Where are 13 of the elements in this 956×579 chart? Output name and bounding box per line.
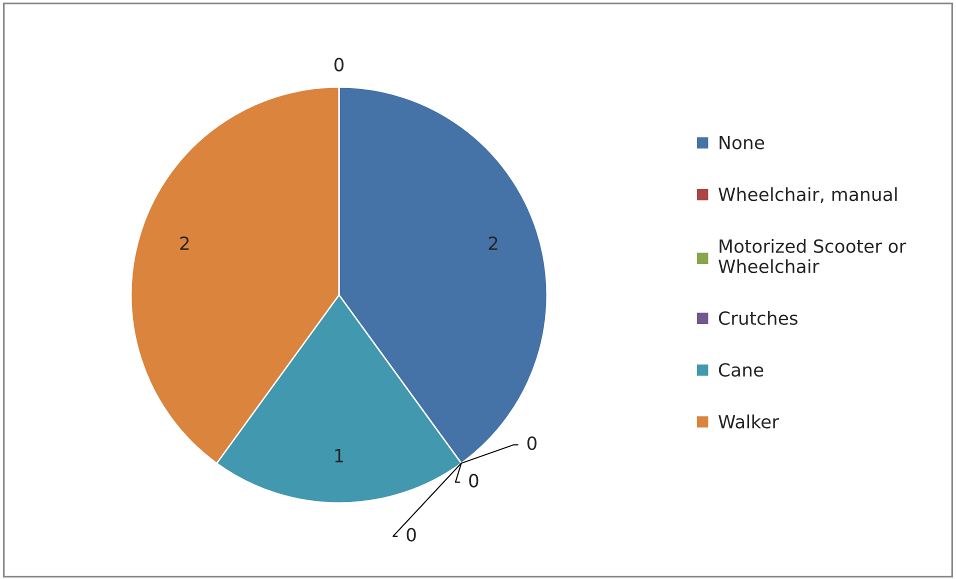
- data-label: 1: [335, 449, 344, 462]
- legend-label: Motorized Scooter or Wheelchair: [718, 238, 906, 274]
- legend-label: Walker: [718, 414, 780, 429]
- text: 0: [334, 58, 344, 72]
- text: 0: [527, 436, 536, 450]
- text: 0: [406, 528, 416, 542]
- legend-label: None: [720, 136, 764, 150]
- data-label: 2: [488, 236, 498, 250]
- legend-label: Crutches: [718, 310, 798, 325]
- legend-label: Wheelchair, manual: [718, 187, 897, 204]
- data-label: 2: [180, 236, 189, 250]
- legend-label: Cane: [718, 363, 764, 377]
- text: 0: [469, 474, 478, 488]
